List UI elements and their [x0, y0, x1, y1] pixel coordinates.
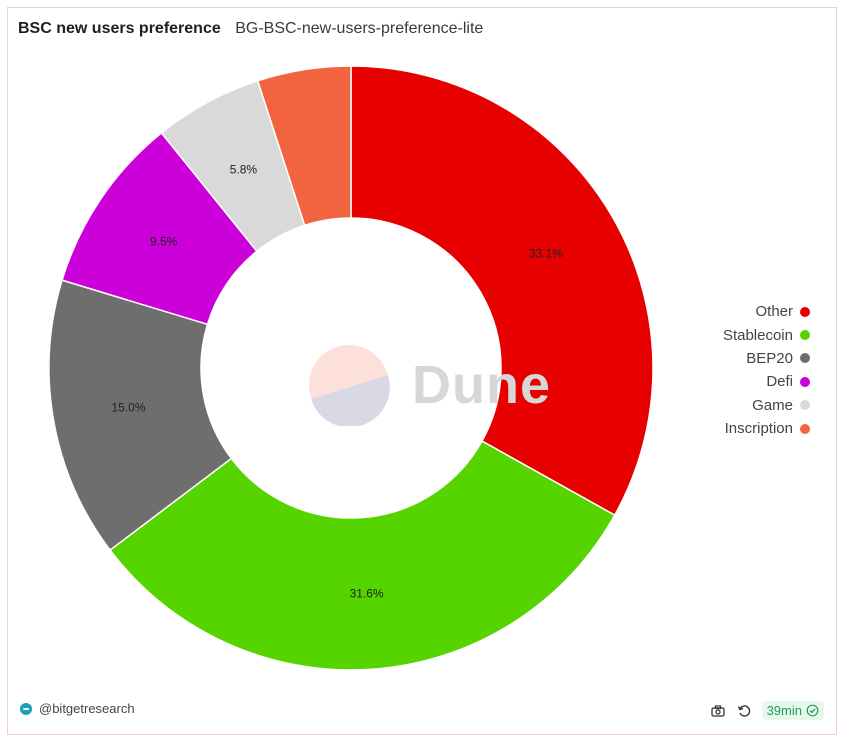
slice-bep20[interactable]: [48, 279, 233, 552]
legend-label: Other: [755, 303, 793, 321]
account-link[interactable]: @bitgetresearch: [20, 701, 135, 716]
legend-item-other[interactable]: Other: [723, 300, 810, 323]
legend-swatch: [800, 376, 810, 387]
refresh-icon[interactable]: [736, 703, 752, 719]
legend-item-defi[interactable]: Defi: [723, 370, 810, 393]
account-name: @bitgetresearch: [39, 701, 135, 716]
chart-header: BSC new users preference BG-BSC-new-user…: [18, 20, 483, 38]
watermark-text: Dune: [412, 355, 551, 415]
legend-swatch: [800, 330, 810, 341]
slice-other[interactable]: [350, 65, 654, 517]
brand-icon: [20, 702, 32, 715]
chart-title: BSC new users preference: [18, 20, 221, 37]
legend-item-stablecoin[interactable]: Stablecoin: [723, 323, 810, 346]
dune-watermark: Dune: [308, 344, 551, 426]
chart-legend: Other Stablecoin BEP20 Defi Game Inscription: [723, 300, 810, 440]
slice-inscription[interactable]: [256, 65, 352, 227]
legend-swatch: [800, 400, 810, 411]
slice-label-bep20: 15.0%: [111, 401, 145, 415]
dune-logo-icon: [309, 345, 390, 426]
refresh-age: 39min: [766, 703, 802, 718]
slice-stablecoin[interactable]: [109, 440, 616, 671]
camera-icon[interactable]: [710, 703, 726, 719]
slice-label-defi: 9.5%: [150, 235, 178, 249]
check-circle-icon: [806, 704, 819, 717]
legend-swatch: [800, 423, 810, 434]
slice-label-other: 33.1%: [529, 247, 563, 261]
query-name[interactable]: BG-BSC-new-users-preference-lite: [235, 20, 484, 37]
slice-label-stablecoin: 31.6%: [350, 586, 384, 600]
legend-label: Inscription: [724, 420, 793, 438]
legend-label: Game: [752, 396, 793, 414]
refresh-status-badge: 39min: [761, 701, 824, 720]
donut-chart: 33.1% 31.6% 15.0% 9.5% 5.8%: [48, 65, 654, 671]
legend-item-bep20[interactable]: BEP20: [723, 347, 810, 370]
chart-card: BSC new users preference BG-BSC-new-user…: [7, 7, 837, 735]
footer-actions: 39min: [710, 701, 824, 720]
legend-label: Stablecoin: [722, 326, 793, 344]
legend-item-inscription[interactable]: Inscription: [723, 417, 810, 440]
legend-label: Defi: [766, 373, 793, 391]
legend-swatch: [800, 306, 810, 317]
legend-label: BEP20: [746, 349, 793, 367]
legend-item-game[interactable]: Game: [723, 394, 810, 417]
legend-swatch: [800, 353, 810, 364]
slice-label-game: 5.8%: [230, 162, 258, 176]
